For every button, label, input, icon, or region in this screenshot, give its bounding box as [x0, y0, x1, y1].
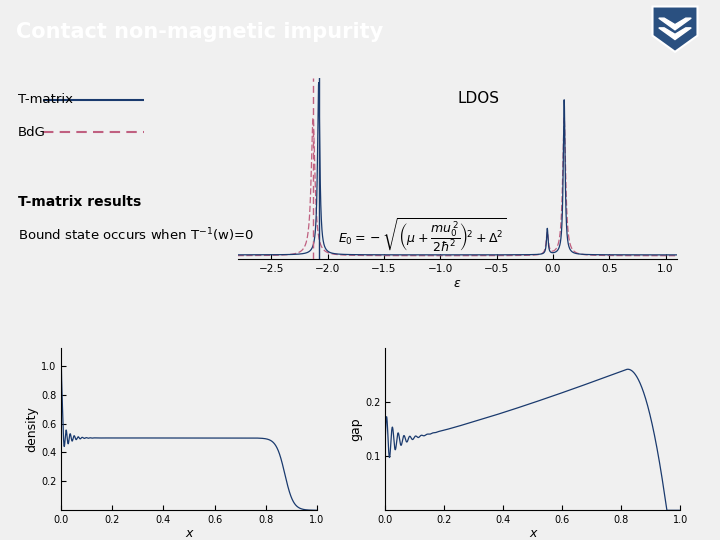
X-axis label: x: x [185, 526, 193, 539]
Text: Bound state occurs when T$^{-1}$(w)=0: Bound state occurs when T$^{-1}$(w)=0 [18, 226, 254, 244]
X-axis label: ε: ε [454, 277, 461, 290]
Text: $E_0 = -\sqrt{\left(\mu + \dfrac{mu_0^{\,2}}{2\hbar^2}\right)^{\!2} + \Delta^2}$: $E_0 = -\sqrt{\left(\mu + \dfrac{mu_0^{\… [338, 216, 507, 254]
Text: BdG: BdG [18, 126, 46, 139]
Text: Contact non-magnetic impurity: Contact non-magnetic impurity [16, 22, 383, 43]
Text: T-matrix: T-matrix [18, 93, 73, 106]
Polygon shape [659, 28, 691, 39]
Text: T-matrix results: T-matrix results [18, 195, 141, 210]
Y-axis label: density: density [25, 407, 38, 452]
Y-axis label: gap: gap [349, 417, 362, 441]
Polygon shape [659, 18, 691, 30]
Polygon shape [652, 6, 698, 52]
Text: LDOS: LDOS [457, 91, 499, 106]
X-axis label: x: x [529, 526, 536, 539]
